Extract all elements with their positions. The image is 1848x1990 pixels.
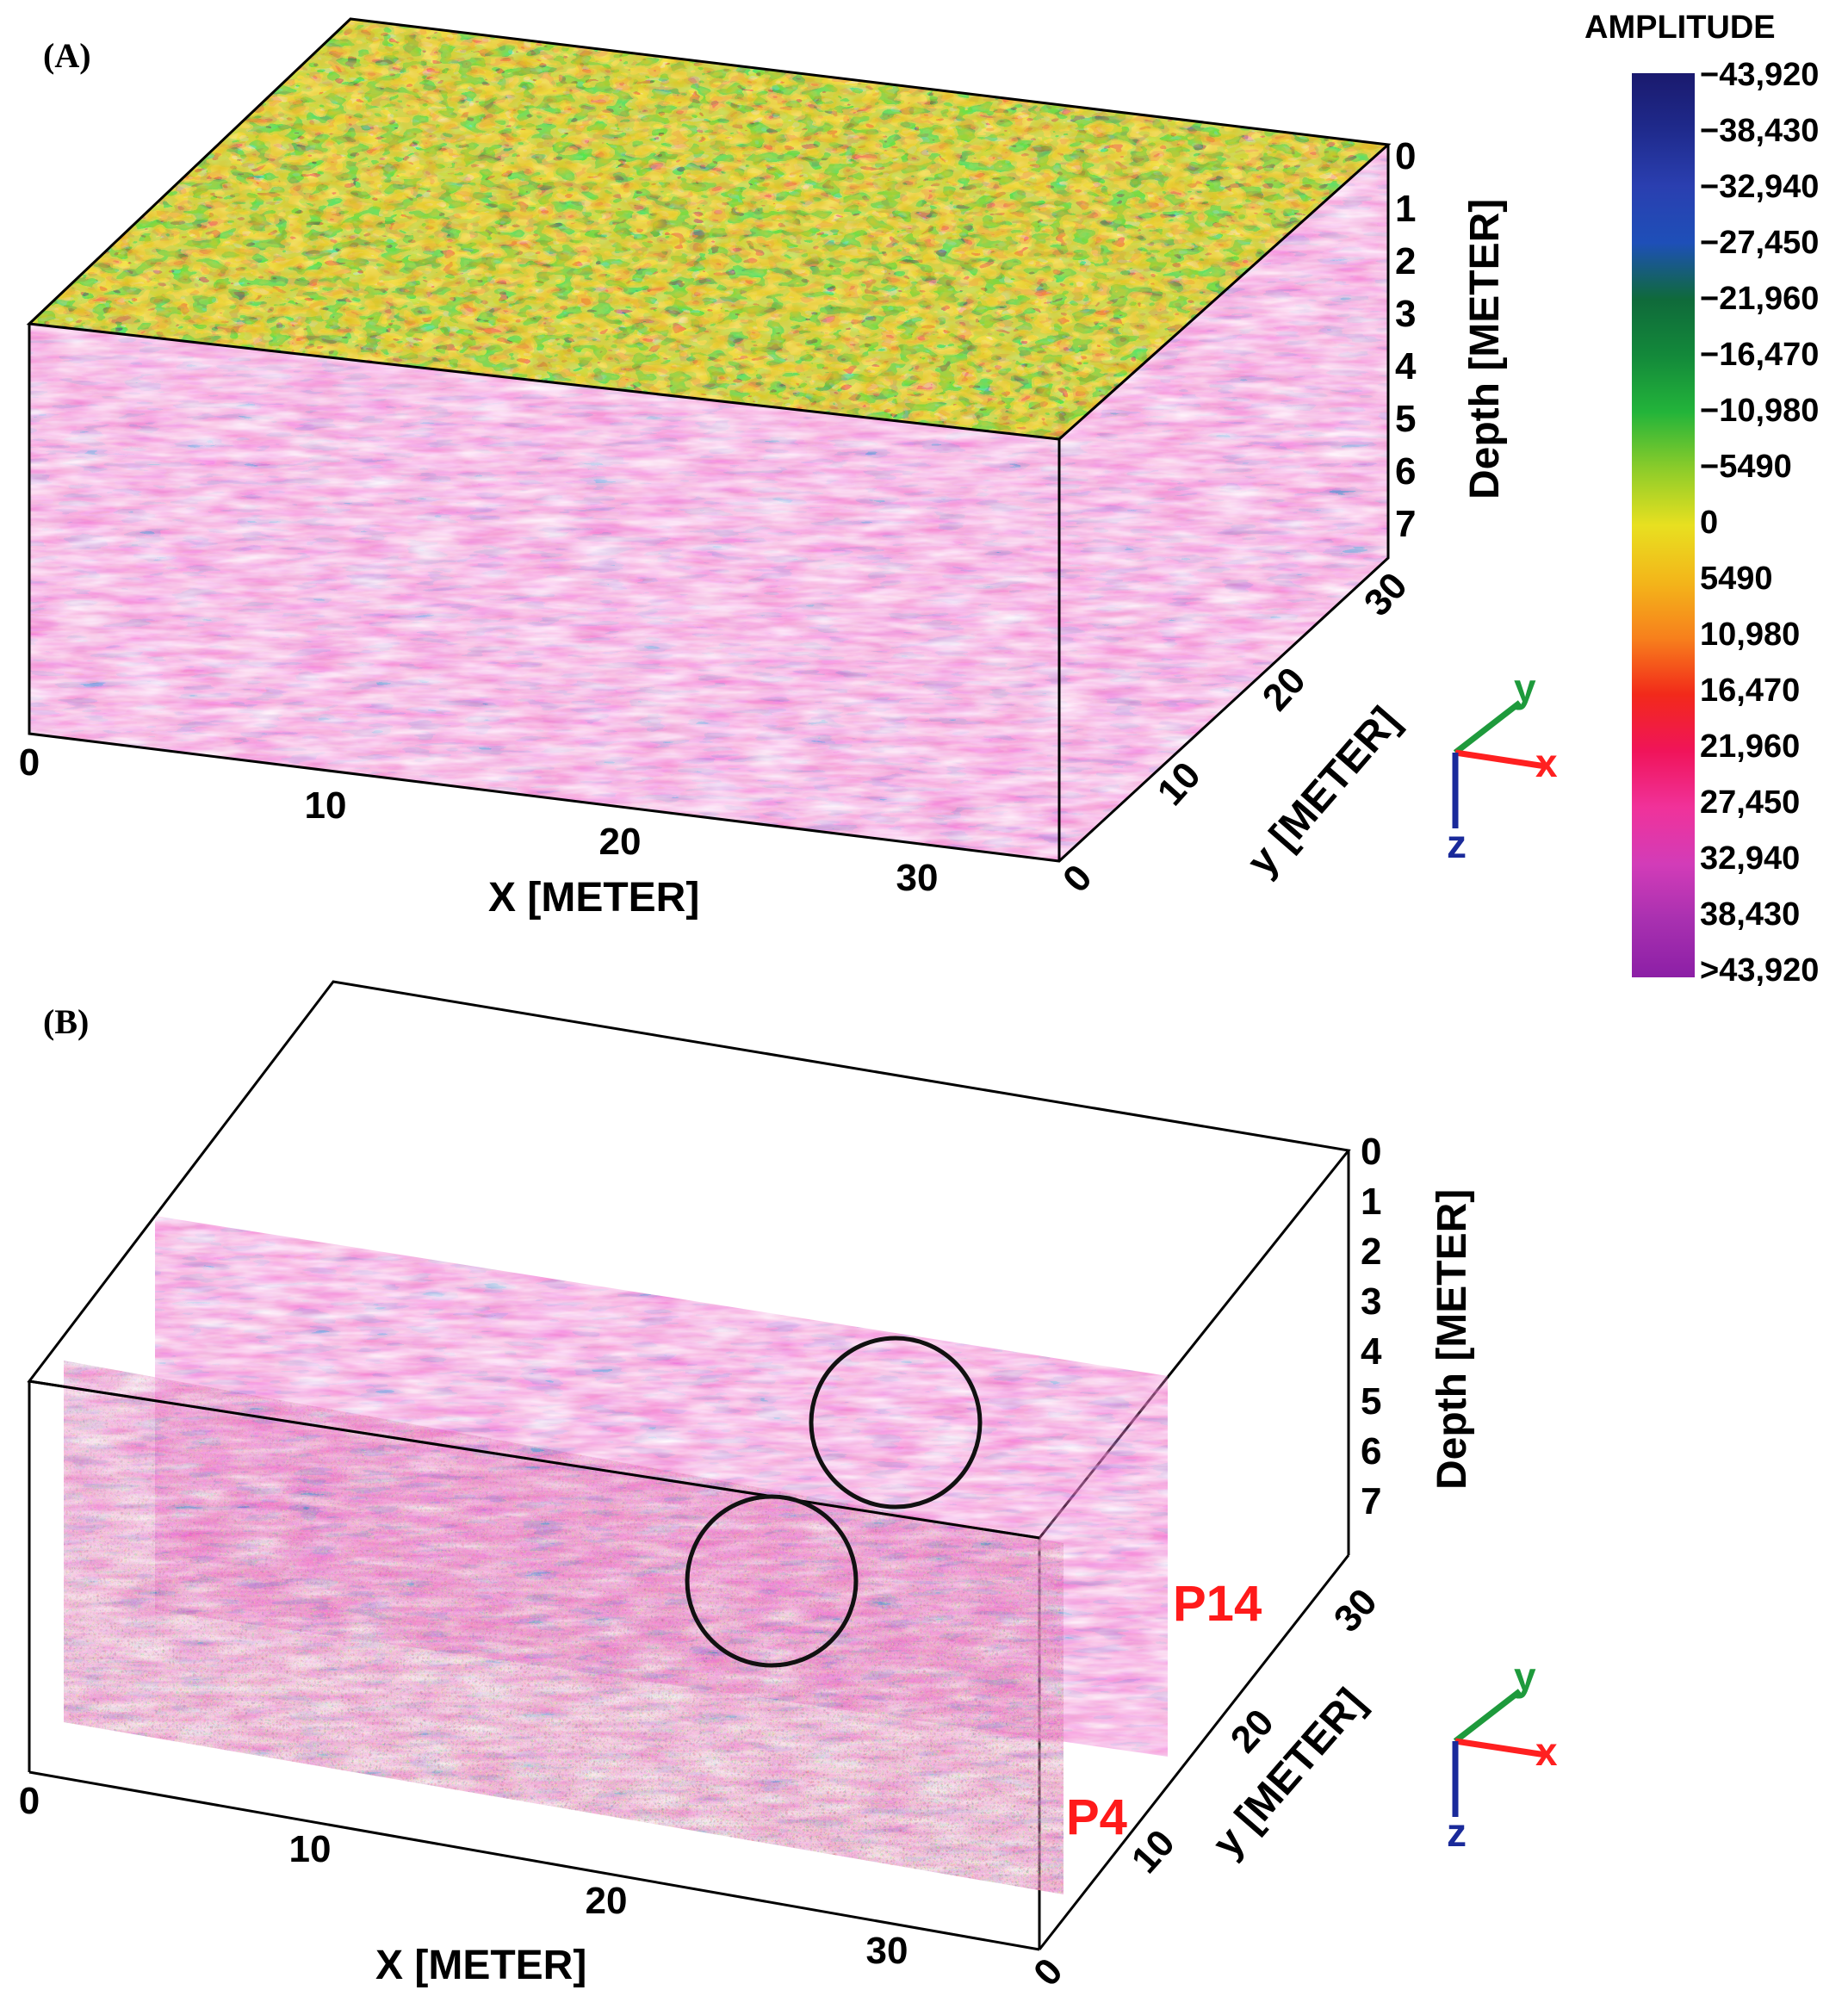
x-tick-label-a: 10 [305, 784, 347, 827]
triad-y-line [1453, 1689, 1522, 1744]
triad-x-line [1454, 749, 1547, 770]
colorbar-label: 21,960 [1700, 728, 1800, 765]
depth-tick-label-b: 0 [1361, 1131, 1381, 1173]
triad-z-label: z [1447, 821, 1467, 866]
depth-tick-label-a: 2 [1395, 240, 1416, 282]
wireframe-front-top-edge [28, 1379, 1040, 1540]
colorbar-label: −21,960 [1700, 281, 1819, 317]
depth-tick-label-a: 4 [1395, 345, 1417, 387]
depth-tick-label-a: 1 [1395, 188, 1416, 230]
depth-tick-label-b: 4 [1361, 1330, 1382, 1373]
triad-y-label: y [1514, 1654, 1536, 1699]
triad-y-line [1453, 700, 1522, 755]
colorbar: AMPLITUDE −43,920 −38,430 −32,940 −27,450 −2… [1584, 9, 1819, 989]
depth-tick-label-b: 5 [1361, 1380, 1381, 1423]
depth-tick-label-b: 3 [1361, 1280, 1381, 1323]
depth-axis-title-a: Depth [METER] [1462, 199, 1508, 499]
colorbar-label: 32,940 [1700, 840, 1800, 877]
colorbar-label: −10,980 [1700, 393, 1819, 429]
depth-tick-label-a: 0 [1395, 135, 1416, 177]
feature-circle-p4 [685, 1494, 859, 1668]
x-axis-title-a: X [METER] [488, 875, 699, 921]
depth-tick-label-b: 2 [1361, 1231, 1381, 1273]
triad-x-label: x [1535, 741, 1558, 785]
colorbar-label: 16,470 [1700, 673, 1800, 709]
depth-tick-label-a: 7 [1395, 503, 1416, 545]
y-tick-label-b: 20 [1223, 1702, 1282, 1761]
colorbar-title: AMPLITUDE [1584, 9, 1776, 46]
colorbar-label: −5490 [1700, 449, 1792, 485]
colorbar-label: 38,430 [1700, 896, 1800, 933]
panel-label-a: (A) [43, 36, 91, 75]
colorbar-label: 27,450 [1700, 784, 1800, 821]
profile-label-p4: P4 [1066, 1789, 1127, 1845]
x-axis-title-b: X [METER] [375, 1943, 586, 1988]
feature-circle-p14 [809, 1336, 983, 1510]
depth-tick-label-b: 7 [1361, 1480, 1381, 1522]
x-tick-label-a: 20 [599, 821, 642, 863]
depth-tick-label-a: 3 [1395, 293, 1416, 335]
x-tick-label-b: 0 [19, 1780, 40, 1822]
y-tick-label-a: 0 [1055, 857, 1101, 901]
y-axis-title-a: y [METER] [1238, 698, 1408, 884]
y-tick-label-b: 0 [1026, 1950, 1071, 1990]
colorbar-label: 5490 [1700, 561, 1773, 597]
triad-x-label: x [1535, 1729, 1558, 1774]
profile-label-p14: P14 [1173, 1576, 1262, 1632]
depth-axis-title-b: Depth [METER] [1429, 1189, 1475, 1490]
colorbar-label: −38,430 [1700, 113, 1819, 149]
y-tick-label-b: 30 [1326, 1581, 1386, 1640]
depth-tick-label-a: 6 [1395, 450, 1416, 493]
orientation-triad-a: y x z [1447, 666, 1558, 866]
colorbar-label: >43,920 [1700, 952, 1819, 989]
depth-tick-label-b: 6 [1361, 1430, 1381, 1472]
colorbar-labels: −43,920 −38,430 −32,940 −27,450 −21,960 −16,4… [1700, 57, 1819, 989]
triad-y-label: y [1514, 666, 1536, 710]
x-tick-label-a: 30 [896, 857, 939, 899]
colorbar-label: 10,980 [1700, 617, 1800, 653]
orientation-triad-b: y x z [1447, 1654, 1558, 1855]
colorbar-label: −16,470 [1700, 337, 1819, 373]
colorbar-label: −32,940 [1700, 169, 1819, 205]
colorbar-label: −27,450 [1700, 225, 1819, 261]
x-tick-label-a: 0 [19, 741, 40, 784]
volume-edges [26, 17, 1392, 863]
colorbar-gradient [1632, 73, 1695, 977]
panel-label-b: (B) [43, 1002, 89, 1041]
x-tick-label-b: 30 [866, 1930, 908, 1972]
depth-tick-label-a: 5 [1395, 398, 1416, 440]
triad-z-label: z [1447, 1810, 1467, 1855]
depth-tick-label-b: 1 [1361, 1181, 1381, 1223]
x-tick-label-b: 20 [586, 1880, 628, 1922]
x-tick-label-b: 10 [289, 1828, 332, 1870]
triad-x-line [1454, 1738, 1547, 1758]
colorbar-label: 0 [1700, 505, 1718, 541]
colorbar-label: −43,920 [1700, 57, 1819, 93]
